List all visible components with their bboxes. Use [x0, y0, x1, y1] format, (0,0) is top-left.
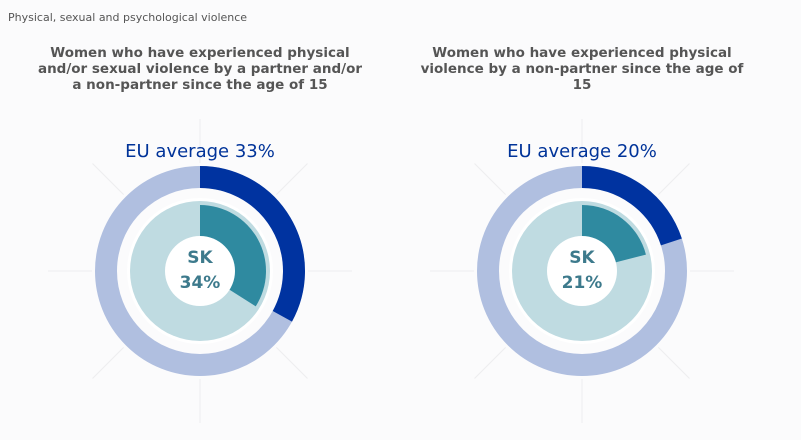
section-label: Physical, sexual and psychological viole…	[8, 11, 248, 24]
country-value-label-left: 34%	[180, 273, 221, 293]
country-code-right: SK	[569, 248, 595, 268]
eu-value-arc-right	[581, 166, 682, 246]
guide-line	[276, 347, 308, 379]
center-hole-left	[165, 236, 235, 306]
guide-line	[658, 347, 690, 379]
country-value-label-right: 21%	[562, 273, 603, 293]
eu-average-label-right: EU average 20%	[507, 141, 657, 162]
chart-title-right: Women who have experienced physical viol…	[420, 45, 744, 93]
guide-line	[474, 347, 506, 379]
eu-average-label-left: EU average 33%	[125, 141, 275, 162]
center-hole-right	[547, 236, 617, 306]
guide-line	[658, 163, 690, 195]
guide-line	[276, 163, 308, 195]
chart-right: EU average 20% SK 21%	[430, 119, 734, 423]
guide-line	[92, 347, 124, 379]
guide-lines-left	[48, 119, 352, 423]
guide-line	[92, 163, 124, 195]
guide-line	[474, 163, 506, 195]
chart-title-left: Women who have experienced physical and/…	[37, 45, 363, 93]
guide-lines-right	[430, 119, 734, 423]
country-code-left: SK	[187, 248, 213, 268]
chart-left: EU average 33% SK 34%	[48, 119, 352, 423]
eu-value-arc-left	[199, 166, 305, 322]
